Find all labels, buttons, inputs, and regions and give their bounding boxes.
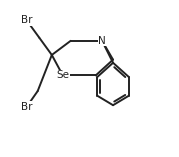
Text: Br: Br [21,15,32,25]
Text: Se: Se [56,70,69,80]
Text: Br: Br [21,102,32,112]
Text: N: N [98,36,106,46]
